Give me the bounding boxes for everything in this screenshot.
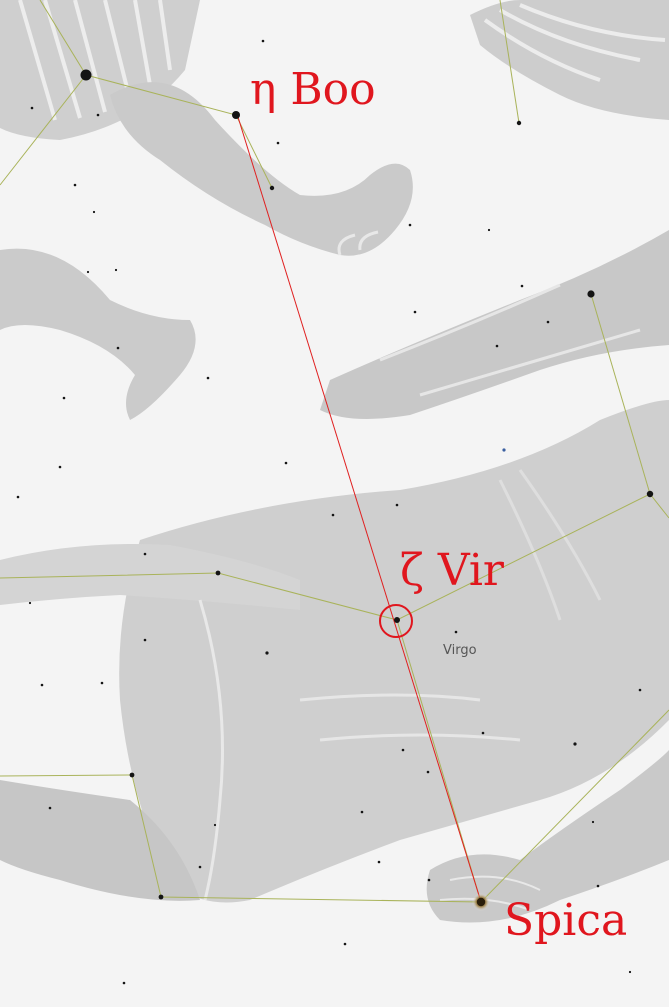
star [198, 865, 202, 869]
star [454, 630, 458, 634]
virgo-line [590, 293, 651, 495]
virgo-body-art [119, 400, 669, 903]
star [48, 806, 52, 810]
star [546, 320, 550, 324]
zeta-vir-star [394, 617, 400, 623]
bootes-lower-leg-art [0, 248, 196, 420]
star [100, 681, 104, 685]
virgo-arm-art [320, 230, 669, 419]
star [30, 106, 34, 110]
star [628, 970, 632, 974]
star [114, 268, 118, 272]
star [427, 878, 431, 882]
star [276, 141, 280, 145]
star [495, 344, 499, 348]
star [502, 448, 506, 452]
constellation-artwork [0, 0, 669, 923]
star [213, 823, 217, 827]
star [284, 461, 288, 465]
star [377, 860, 381, 864]
star [343, 942, 347, 946]
star [261, 39, 265, 43]
star [269, 185, 275, 191]
star [206, 376, 210, 380]
star [401, 748, 405, 752]
star [596, 884, 600, 888]
eta-boo-star [232, 111, 240, 119]
coma-line [499, 0, 520, 124]
star [143, 552, 147, 556]
star [86, 270, 90, 274]
star [158, 894, 164, 900]
star [587, 290, 595, 298]
star [28, 601, 32, 605]
star [591, 820, 595, 824]
arcturus-star [80, 69, 92, 81]
star [215, 570, 221, 576]
virgo-line [396, 619, 482, 903]
bright-stars [80, 69, 654, 911]
star [520, 284, 524, 288]
star [426, 770, 430, 774]
label-spica: Spica [504, 895, 627, 946]
star [92, 210, 96, 214]
star [96, 113, 100, 117]
star [360, 810, 364, 814]
star [122, 981, 126, 985]
faint-stars [16, 39, 642, 985]
star [40, 683, 44, 687]
star [58, 465, 62, 469]
star [573, 742, 577, 746]
star [646, 490, 654, 498]
label-constellation: Virgo [443, 643, 477, 658]
coma-hair-art [470, 0, 669, 120]
star [265, 651, 269, 655]
star [62, 396, 66, 400]
star [413, 310, 417, 314]
bootes-leg-art [110, 82, 413, 256]
star [516, 120, 522, 126]
virgo-drape-art [0, 780, 200, 901]
pointer-line [237, 116, 482, 903]
zeta-vir-marker-circle [379, 604, 413, 638]
star [116, 346, 120, 350]
star [73, 183, 77, 187]
wheat-sheaf-art [426, 750, 669, 923]
label-zeta-vir: ζ Vir [400, 545, 505, 596]
virgo-line [0, 774, 482, 903]
star [331, 513, 335, 517]
spica-star [476, 897, 486, 907]
star [481, 731, 485, 735]
star [487, 228, 491, 232]
star [638, 688, 642, 692]
star [129, 772, 135, 778]
star [16, 495, 20, 499]
label-eta-boo: η Boo [250, 64, 376, 115]
star [408, 223, 412, 227]
star [143, 638, 147, 642]
star [395, 503, 399, 507]
virgo-line [480, 709, 669, 903]
